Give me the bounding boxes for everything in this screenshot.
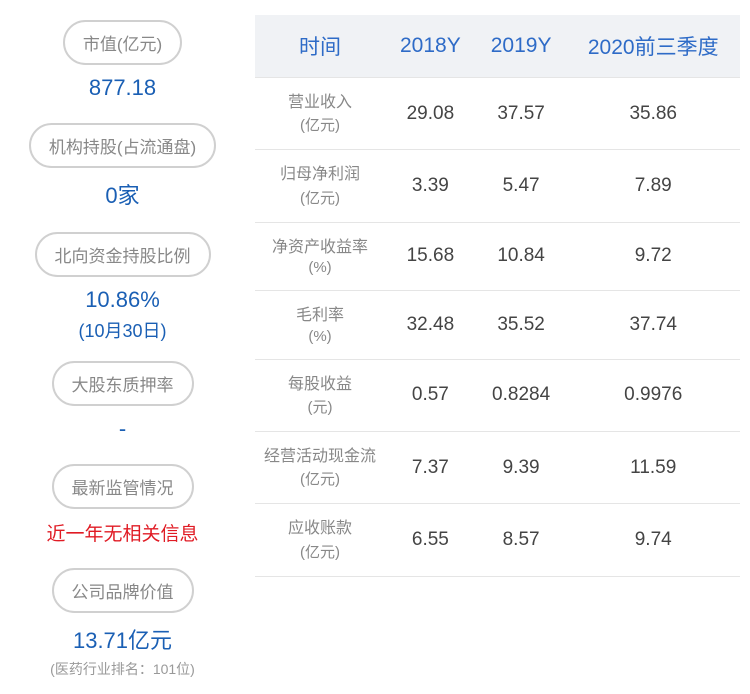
brand-value-amount: 13.71亿元 (73, 623, 172, 655)
row-label-cell: 归母净利润(亿元) (255, 150, 385, 222)
data-cell: 7.89 (566, 150, 740, 222)
row-label-text: 毛利率 (263, 305, 377, 327)
financial-table: 时间 2018Y 2019Y 2020前三季度 营业收入(亿元)29.0837.… (255, 15, 740, 577)
data-cell: 8.57 (476, 504, 567, 576)
data-cell: 9.72 (566, 222, 740, 290)
col-header-time: 时间 (255, 15, 385, 78)
institution-holding-value: 0家 (105, 178, 139, 210)
data-cell: 29.08 (385, 78, 476, 150)
table-header-row: 时间 2018Y 2019Y 2020前三季度 (255, 15, 740, 78)
data-cell: 11.59 (566, 431, 740, 503)
col-header-2018: 2018Y (385, 15, 476, 78)
data-cell: 0.9976 (566, 359, 740, 431)
regulation-value: 近一年无相关信息 (46, 519, 198, 546)
data-cell: 9.74 (566, 504, 740, 576)
table-row: 营业收入(亿元)29.0837.5735.86 (255, 78, 740, 150)
table-row: 经营活动现金流(亿元)7.379.3911.59 (255, 431, 740, 503)
data-cell: 7.37 (385, 431, 476, 503)
row-label-cell: 每股收益(元) (255, 359, 385, 431)
table-row: 归母净利润(亿元)3.395.477.89 (255, 150, 740, 222)
row-label-text: 归母净利润 (263, 164, 377, 186)
brand-value-rank: (医药行业排名：101位) (50, 659, 195, 679)
market-cap-label: 市值(亿元) (63, 20, 182, 65)
row-label-cell: 经营活动现金流(亿元) (255, 431, 385, 503)
institution-holding-label: 机构持股(占流通盘) (29, 123, 216, 168)
north-funds-value: 10.86% (85, 287, 160, 313)
row-label-cell: 净资产收益率(%) (255, 222, 385, 290)
data-cell: 9.39 (476, 431, 567, 503)
col-header-2020: 2020前三季度 (566, 15, 740, 78)
row-label-text: 经营活动现金流 (263, 446, 377, 468)
north-funds-date: (10月30日) (78, 317, 166, 343)
data-cell: 35.86 (566, 78, 740, 150)
data-cell: 0.8284 (476, 359, 567, 431)
table-row: 每股收益(元)0.570.82840.9976 (255, 359, 740, 431)
data-cell: 6.55 (385, 504, 476, 576)
data-cell: 37.74 (566, 291, 740, 359)
table-row: 净资产收益率(%)15.6810.849.72 (255, 222, 740, 290)
row-label-cell: 营业收入(亿元) (255, 78, 385, 150)
row-label-unit: (亿元) (263, 114, 377, 135)
row-label-unit: (亿元) (263, 187, 377, 208)
row-label-unit: (亿元) (263, 468, 377, 489)
data-cell: 35.52 (476, 291, 567, 359)
left-panel: 市值(亿元) 877.18 机构持股(占流通盘) 0家 北向资金持股比例 10.… (10, 15, 250, 679)
table-row: 毛利率(%)32.4835.5237.74 (255, 291, 740, 359)
data-cell: 0.57 (385, 359, 476, 431)
data-cell: 5.47 (476, 150, 567, 222)
row-label-cell: 毛利率(%) (255, 291, 385, 359)
data-cell: 15.68 (385, 222, 476, 290)
row-label-unit: (元) (263, 396, 377, 417)
regulation-label: 最新监管情况 (52, 464, 194, 509)
row-label-text: 营业收入 (263, 92, 377, 114)
row-label-unit: (亿元) (263, 541, 377, 562)
row-label-unit: (%) (263, 328, 377, 345)
data-cell: 10.84 (476, 222, 567, 290)
row-label-text: 应收账款 (263, 518, 377, 540)
table-row: 应收账款(亿元)6.558.579.74 (255, 504, 740, 576)
table-body: 营业收入(亿元)29.0837.5735.86归母净利润(亿元)3.395.47… (255, 78, 740, 577)
pledge-ratio-value: - (119, 416, 126, 442)
row-label-cell: 应收账款(亿元) (255, 504, 385, 576)
row-label-text: 每股收益 (263, 374, 377, 396)
data-cell: 3.39 (385, 150, 476, 222)
col-header-2019: 2019Y (476, 15, 567, 78)
market-cap-value: 877.18 (89, 75, 156, 101)
row-label-text: 净资产收益率 (263, 237, 377, 259)
north-funds-label: 北向资金持股比例 (35, 232, 211, 277)
data-cell: 37.57 (476, 78, 567, 150)
row-label-unit: (%) (263, 259, 377, 276)
right-panel: 时间 2018Y 2019Y 2020前三季度 营业收入(亿元)29.0837.… (250, 15, 740, 679)
brand-value-label: 公司品牌价值 (52, 568, 194, 613)
pledge-ratio-label: 大股东质押率 (52, 361, 194, 406)
data-cell: 32.48 (385, 291, 476, 359)
